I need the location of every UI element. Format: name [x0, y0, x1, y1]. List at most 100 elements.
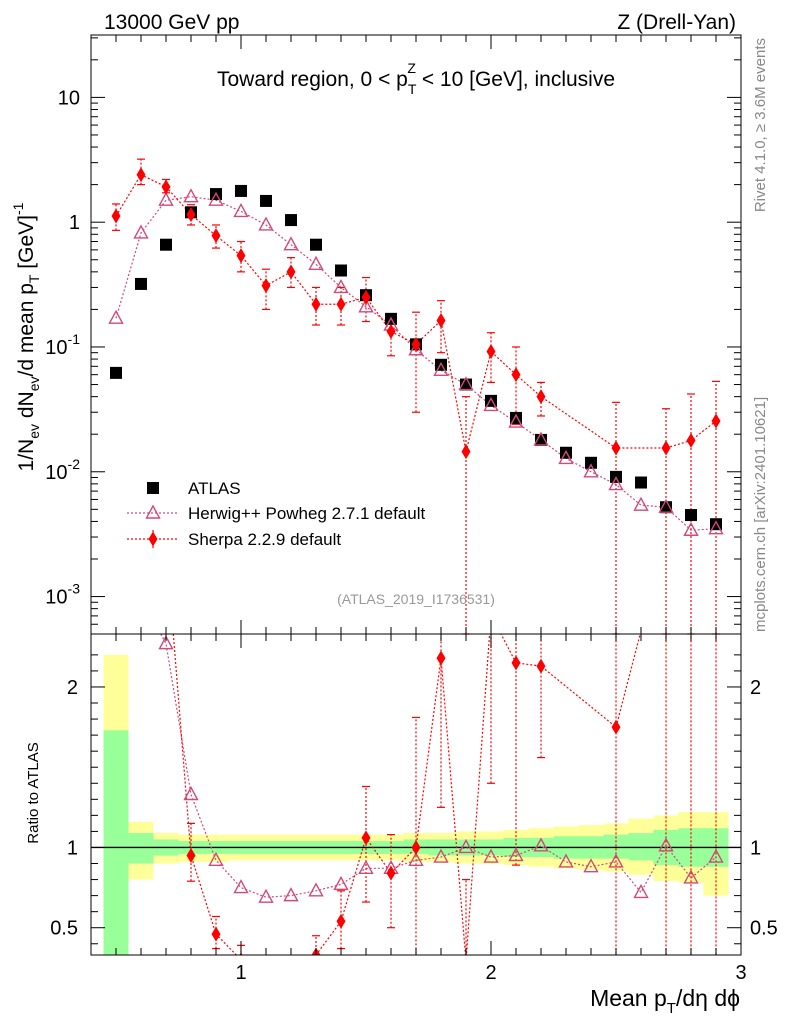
- herwig-ratio-point: [110, 561, 123, 573]
- y-tick-label-right: 0.5: [750, 918, 778, 940]
- sherpa-point: [661, 440, 671, 456]
- y-tick-label: 1: [67, 837, 78, 859]
- legend-label: ATLAS: [188, 479, 241, 498]
- main-plot: 10-3 10-2 10-1 1 10 ATLAS Herwig++ Powheg 2.7…: [10, 34, 742, 635]
- herwig-point: [533, 431, 549, 446]
- y-tick-label: 0.5: [50, 918, 78, 940]
- herwig-point: [458, 376, 474, 391]
- x-tick-label: 3: [735, 962, 746, 984]
- herwig-ratio-point: [208, 851, 224, 867]
- herwig-point: [708, 520, 724, 535]
- atlas-point: [535, 433, 547, 446]
- atlas-point: [335, 264, 347, 277]
- y-tick-label: 1: [69, 212, 80, 234]
- sherpa-ratio-point: [162, 535, 171, 550]
- herwig-ratio-point: [183, 786, 199, 801]
- herwig-ratio-point: [533, 837, 549, 852]
- sherpa-ratio-point: [687, 375, 696, 390]
- atlas-point: [235, 184, 247, 197]
- y-tick-label: 10: [58, 87, 80, 109]
- header-right: Z (Drell-Yan): [617, 11, 736, 34]
- legend-marker: [145, 504, 161, 519]
- sherpa-ratio-point: [386, 865, 396, 881]
- herwig-point: [208, 191, 224, 206]
- sherpa-ratio-point: [186, 847, 196, 863]
- sherpa-point: [486, 343, 496, 359]
- sherpa-line: [115, 173, 717, 452]
- sherpa-point: [186, 207, 196, 223]
- sherpa-ratio-point: [336, 913, 346, 929]
- sherpa-point: [211, 228, 221, 244]
- y-tick-label: 2: [67, 677, 78, 699]
- x-tick-label: 1: [235, 962, 246, 984]
- stat-uncertainty-band: [628, 833, 654, 861]
- header-left: 13000 GeV pp: [104, 11, 239, 34]
- herwig-point: [258, 216, 274, 231]
- atlas-point: [110, 366, 122, 379]
- stat-uncertainty-band: [128, 833, 154, 864]
- sherpa-point: [286, 264, 296, 280]
- sherpa-point: [436, 312, 446, 328]
- herwig-point: [158, 191, 174, 206]
- herwig-ratio-point: [408, 851, 424, 867]
- herwig-point: [508, 413, 524, 428]
- herwig-ratio-point: [683, 869, 699, 884]
- sherpa-point: [536, 389, 546, 405]
- herwig-point: [108, 309, 124, 324]
- sherpa-ratio-point: [287, 970, 296, 985]
- legend-label: Herwig++ Powheg 2.7.1 default: [188, 504, 425, 523]
- sherpa-point: [386, 324, 396, 340]
- sherpa-point: [411, 336, 421, 352]
- sherpa-point: [336, 296, 346, 312]
- sherpa-ratio-point: [436, 650, 446, 666]
- atlas-point: [285, 214, 297, 227]
- mcplots-label: mcplots.cern.ch [arXiv:2401.10621]: [752, 397, 769, 632]
- sherpa-ratio-point: [511, 655, 521, 671]
- main-y-axis-label: 1/Nev dNev/d mean pT [GeV]-1: [10, 202, 42, 471]
- y-tick-label: 10-3: [45, 581, 80, 609]
- ratio-plot-frame: [90, 633, 742, 956]
- sherpa-point: [711, 413, 721, 429]
- herwig-ratio-point: [483, 848, 499, 863]
- y-tick-label-right: 2: [750, 677, 761, 699]
- atlas-point: [135, 277, 147, 290]
- stat-uncertainty-band: [103, 730, 129, 955]
- herwig-point: [558, 449, 574, 465]
- herwig-ratio-point: [433, 848, 449, 863]
- herwig-point: [358, 298, 374, 313]
- sherpa-point: [611, 440, 621, 456]
- herwig-ratio-point: [458, 838, 474, 854]
- herwig-point: [583, 463, 599, 478]
- atlas-point: [310, 238, 322, 251]
- sherpa-point: [111, 208, 121, 224]
- rivet-label: Rivet 4.1.0, ≥ 3.6M events: [752, 38, 769, 212]
- herwig-point: [608, 476, 624, 491]
- herwig-point: [283, 236, 299, 251]
- herwig-point: [683, 521, 699, 536]
- herwig-ratio-point: [135, 590, 148, 602]
- herwig-ratio-point: [358, 859, 374, 875]
- herwig-ratio-point: [708, 848, 724, 863]
- legend-marker: [147, 482, 159, 494]
- herwig-point: [308, 255, 324, 270]
- herwig-point: [658, 498, 674, 513]
- herwig-point: [633, 496, 649, 511]
- herwig-ratio-point: [658, 837, 674, 852]
- herwig-point: [333, 278, 349, 294]
- sherpa-point: [361, 289, 371, 305]
- x-tick-label: 2: [485, 962, 496, 984]
- herwig-ratio-point: [633, 883, 649, 899]
- main-title: Toward region, 0 < pTZ < 10 [GeV], inclu…: [217, 60, 615, 97]
- legend-label: Sherpa 2.2.9 default: [188, 530, 341, 549]
- herwig-ratio-point: [608, 853, 624, 868]
- sherpa-ratio-point: [262, 967, 271, 982]
- sherpa-ratio-point: [211, 926, 221, 942]
- x-axis-label: Mean pT/dη dϕ: [590, 985, 740, 1017]
- sherpa-point: [511, 367, 521, 383]
- atlas-point: [660, 501, 672, 514]
- sherpa-ratio-point: [361, 830, 371, 846]
- sherpa-point: [461, 444, 471, 460]
- y-tick-label: 10-2: [45, 456, 80, 484]
- atlas-point: [685, 509, 697, 522]
